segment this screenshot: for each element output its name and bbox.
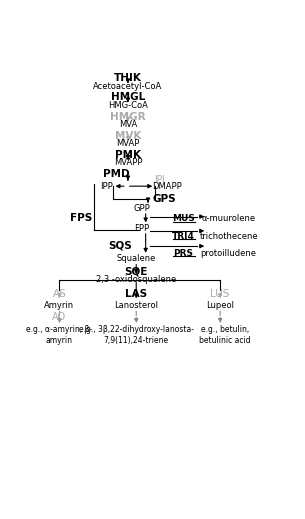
Text: IPP: IPP — [100, 182, 113, 190]
Text: 2,3 -oxidosqualene: 2,3 -oxidosqualene — [96, 275, 176, 284]
Text: TRI4: TRI4 — [172, 231, 195, 241]
Text: MVK: MVK — [115, 131, 141, 141]
Text: Lanosterol: Lanosterol — [114, 301, 158, 310]
Text: e.g., 3β,22-dihydroxy-lanosta-
7,9(11),24-triene: e.g., 3β,22-dihydroxy-lanosta- 7,9(11),2… — [79, 325, 194, 345]
Text: LAS: LAS — [125, 289, 147, 299]
Text: AO: AO — [52, 312, 66, 322]
Text: SQS: SQS — [108, 240, 131, 250]
Text: THIK: THIK — [114, 73, 142, 83]
Text: MVAP: MVAP — [116, 139, 140, 148]
Text: AS: AS — [52, 289, 66, 299]
Text: IPI: IPI — [155, 175, 165, 184]
Text: PMK: PMK — [115, 150, 141, 160]
Text: MVA: MVA — [119, 120, 137, 129]
Text: e.g., α-amyrin, β-
amyrin: e.g., α-amyrin, β- amyrin — [26, 325, 92, 345]
Text: Squalene: Squalene — [117, 254, 156, 264]
Text: LUS: LUS — [210, 289, 230, 299]
Text: DMAPP: DMAPP — [152, 182, 182, 190]
Text: protoilludene: protoilludene — [200, 249, 257, 258]
Text: GPS: GPS — [153, 194, 176, 204]
Text: Acetoacetyl-CoA: Acetoacetyl-CoA — [93, 82, 163, 91]
Text: α-muurolene: α-muurolene — [201, 214, 256, 224]
Text: Amyrin: Amyrin — [44, 301, 74, 310]
Text: HMG-CoA: HMG-CoA — [108, 101, 148, 110]
Text: FPS: FPS — [70, 213, 92, 223]
Text: FPP: FPP — [135, 224, 150, 233]
Text: HMGR: HMGR — [110, 112, 146, 121]
Text: MUS: MUS — [172, 214, 195, 224]
Text: PMD: PMD — [103, 169, 129, 179]
Text: SQE: SQE — [124, 267, 148, 277]
Text: PRS: PRS — [174, 249, 193, 258]
Text: MVAPP: MVAPP — [114, 158, 142, 168]
Text: e.g., betulin,
betulinic acid: e.g., betulin, betulinic acid — [199, 325, 251, 345]
Text: GPP: GPP — [134, 203, 150, 213]
Text: HMGL: HMGL — [111, 92, 145, 102]
Text: trichothecene: trichothecene — [200, 231, 259, 241]
Text: Lupeol: Lupeol — [206, 301, 234, 310]
